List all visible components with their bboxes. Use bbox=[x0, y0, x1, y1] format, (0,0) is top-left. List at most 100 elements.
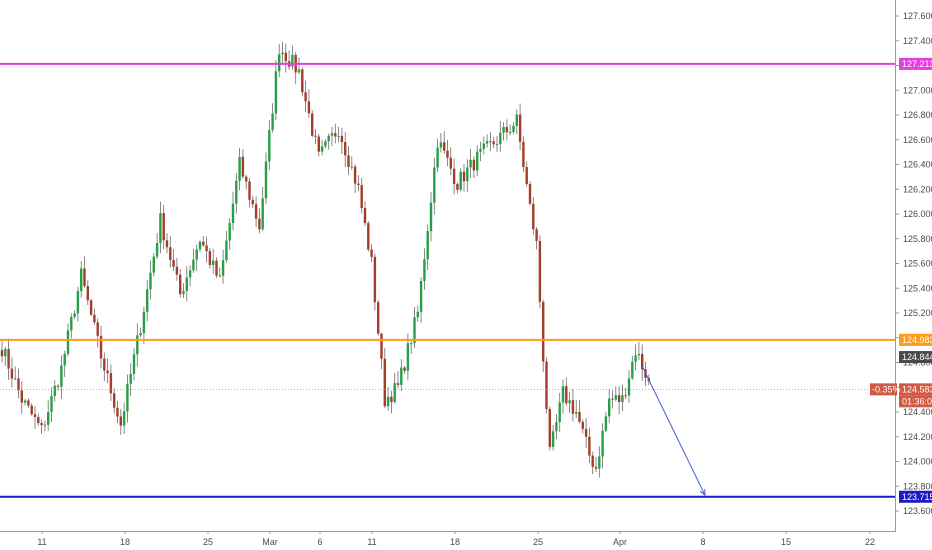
candle-body bbox=[188, 270, 192, 278]
candle-body bbox=[443, 142, 446, 151]
candle-body bbox=[212, 260, 215, 266]
candle-body bbox=[334, 133, 337, 137]
candle-body bbox=[241, 156, 245, 177]
candle-body bbox=[301, 69, 304, 93]
candle-body bbox=[403, 367, 406, 371]
countdown-badge: 01:36:05 bbox=[902, 396, 932, 406]
y-tick-label: 125.200 bbox=[903, 308, 932, 318]
candle-body bbox=[179, 274, 182, 295]
candle-body bbox=[248, 181, 251, 200]
price-badges: 127.213 124.983 123.715 124.844 124.583-0.35… bbox=[870, 57, 932, 503]
candle-body bbox=[185, 277, 188, 291]
projection-arrowhead bbox=[699, 488, 706, 496]
y-tick-label: 126.000 bbox=[903, 209, 932, 219]
candle-body bbox=[634, 355, 637, 362]
projection-arrow[interactable] bbox=[641, 365, 706, 496]
candle-body bbox=[281, 52, 284, 55]
candle-body bbox=[10, 368, 14, 379]
candle-body bbox=[83, 268, 86, 287]
candle-body bbox=[482, 143, 485, 149]
candle-body bbox=[466, 167, 469, 182]
candle-body bbox=[264, 161, 268, 199]
candle-body bbox=[231, 203, 235, 223]
candle-body bbox=[462, 171, 466, 182]
candle-body bbox=[367, 223, 370, 250]
countdown-badge-bg bbox=[899, 395, 932, 408]
candle-body bbox=[383, 358, 386, 407]
candle-body bbox=[571, 400, 575, 414]
candle-body bbox=[63, 353, 66, 366]
y-tick-label: 125.400 bbox=[903, 283, 932, 293]
candle-body bbox=[146, 289, 149, 312]
candle-body bbox=[149, 272, 152, 290]
candle-body bbox=[159, 213, 162, 244]
candle-body bbox=[126, 383, 129, 412]
candle-body bbox=[561, 386, 565, 403]
candle-body bbox=[390, 396, 393, 403]
candle-body bbox=[139, 333, 142, 336]
candle-body bbox=[581, 421, 584, 429]
y-tick-label: 125.800 bbox=[903, 234, 932, 244]
candle-body bbox=[542, 301, 545, 362]
candle-body bbox=[208, 251, 212, 266]
candle-body bbox=[30, 405, 33, 415]
candle-body bbox=[641, 353, 644, 370]
candle-body bbox=[340, 135, 344, 143]
candle-body bbox=[175, 266, 179, 275]
candle-body bbox=[614, 395, 617, 400]
candle-body bbox=[218, 275, 221, 277]
last-price-badge: 124.583 bbox=[902, 384, 932, 394]
candle-body bbox=[129, 373, 132, 384]
prev-close-badge: 124.844 bbox=[902, 352, 932, 362]
x-tick-label: 8 bbox=[700, 537, 705, 547]
x-tick-label: 18 bbox=[450, 537, 460, 547]
x-tick-label: Mar bbox=[262, 537, 278, 547]
candle-body bbox=[436, 147, 439, 168]
candle-body bbox=[291, 54, 294, 67]
candle-body bbox=[142, 311, 146, 334]
candle-body bbox=[202, 241, 205, 246]
candle-body bbox=[522, 141, 525, 168]
candle-body bbox=[245, 176, 248, 182]
candle-body bbox=[278, 54, 281, 72]
candle-body bbox=[584, 428, 588, 437]
candle-body bbox=[330, 133, 334, 136]
y-tick-label: 126.200 bbox=[903, 184, 932, 194]
candles-layer bbox=[0, 41, 650, 478]
candle-body bbox=[327, 135, 330, 142]
resistance-badge: 127.213 bbox=[902, 59, 932, 69]
candle-body bbox=[116, 407, 119, 417]
candle-body bbox=[479, 148, 482, 152]
candle-body bbox=[476, 151, 479, 171]
candle-body bbox=[429, 202, 433, 232]
candle-body bbox=[261, 198, 264, 230]
candle-body bbox=[528, 184, 532, 204]
candle-body bbox=[155, 243, 159, 257]
y-tick-label: 125.600 bbox=[903, 259, 932, 269]
candle-body bbox=[70, 316, 73, 331]
candle-body bbox=[627, 378, 631, 396]
candle-body bbox=[238, 156, 241, 181]
y-tick-label: 127.600 bbox=[903, 11, 932, 21]
candle-body bbox=[93, 314, 96, 323]
candle-body bbox=[485, 141, 489, 144]
candle-body bbox=[578, 412, 581, 422]
candle-body bbox=[50, 396, 53, 413]
candle-body bbox=[624, 395, 627, 397]
candle-body bbox=[258, 218, 261, 230]
candle-body bbox=[611, 398, 614, 400]
candle-body bbox=[489, 141, 492, 143]
candle-body bbox=[433, 167, 436, 203]
candle-body bbox=[598, 456, 601, 469]
change-badge-bg bbox=[870, 383, 897, 396]
pivot-badge-bg bbox=[899, 333, 932, 346]
candle-body bbox=[99, 335, 103, 359]
x-tick-label: 6 bbox=[317, 537, 322, 547]
y-tick-label: 126.600 bbox=[903, 135, 932, 145]
candle-body bbox=[446, 150, 449, 158]
time-axis[interactable]: 11 18 25 Mar 6 11 18 25 Apr 8 15 22 bbox=[0, 531, 896, 547]
price-axis[interactable]: 127.600127.400127.200127.000126.800126.6… bbox=[895, 0, 932, 550]
candle-body bbox=[221, 260, 225, 276]
